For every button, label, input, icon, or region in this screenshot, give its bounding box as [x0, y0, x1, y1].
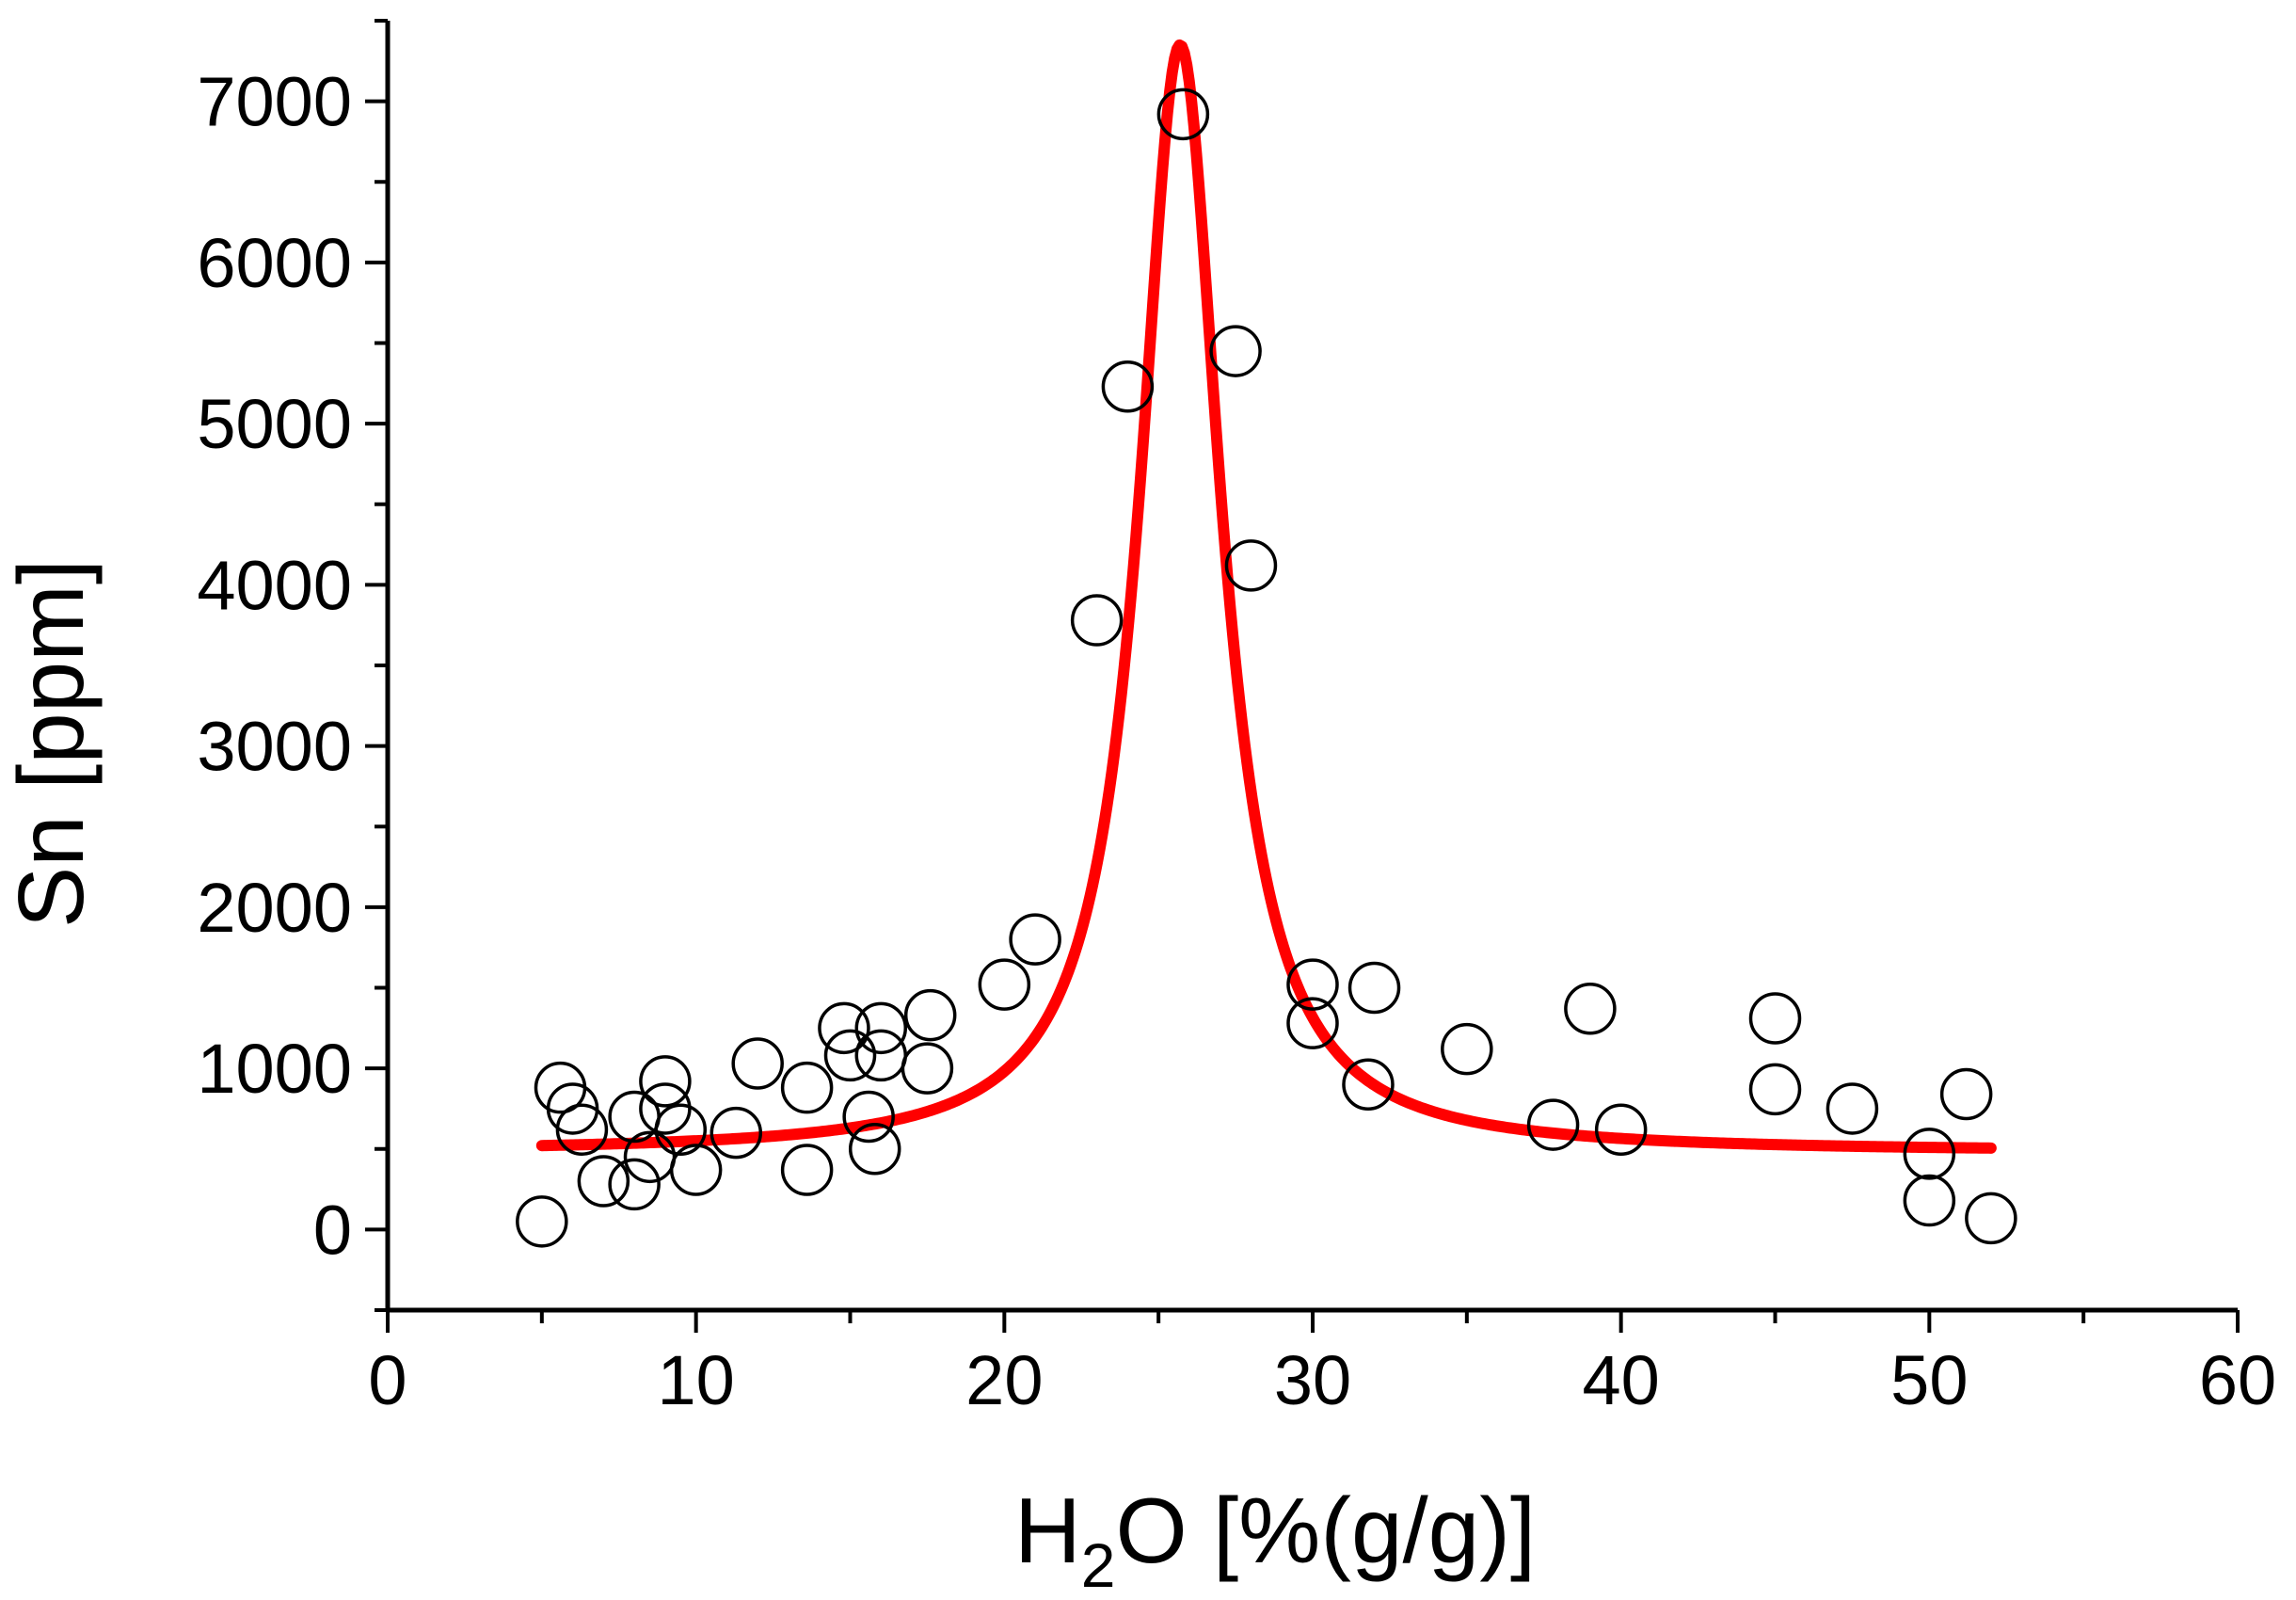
data-point [639, 1082, 692, 1135]
x-tick-label: 60 [2199, 1341, 2276, 1419]
data-point [842, 1090, 895, 1144]
y-tick-label: 1000 [197, 1030, 352, 1108]
x-tick-label: 10 [658, 1341, 735, 1419]
x-tick-label: 30 [1274, 1341, 1351, 1419]
points-layer [516, 88, 2017, 1248]
data-point [639, 1055, 692, 1108]
data-point [1156, 88, 1210, 141]
data-point [1748, 1063, 1802, 1116]
y-tick-label: 2000 [197, 869, 352, 947]
data-point [780, 1144, 834, 1196]
fit-curve [535, 39, 1997, 1154]
y-tick-label: 4000 [197, 546, 352, 624]
data-point [780, 1061, 834, 1114]
data-point [1965, 1192, 2017, 1245]
x-axis-title-rest: O [%(g/g)] [1116, 1479, 1537, 1582]
data-point [854, 1029, 908, 1082]
fit-layer [535, 39, 1997, 1154]
data-point [903, 988, 957, 1042]
x-axis-title-subscript: 2 [1081, 1530, 1116, 1600]
data-point [1286, 997, 1339, 1049]
x-tick-label: 0 [368, 1341, 407, 1419]
data-point [1347, 961, 1401, 1015]
data-point [731, 1037, 784, 1090]
data-point [1526, 1098, 1580, 1151]
data-point [1826, 1082, 1879, 1135]
data-point [608, 1158, 661, 1211]
x-axis-title: H2O [%(g/g)] [1014, 1479, 1536, 1600]
axes [365, 19, 2240, 1333]
data-point [818, 1001, 870, 1055]
y-tick-label: 7000 [197, 63, 352, 141]
data-point [854, 1001, 908, 1055]
data-point [710, 1106, 763, 1160]
x-tick-label: 40 [1583, 1341, 1660, 1419]
data-point [654, 1103, 708, 1156]
x-tick-label: 20 [965, 1341, 1043, 1419]
data-point [1903, 1128, 1956, 1180]
data-point [823, 1029, 877, 1082]
y-tick-label: 6000 [197, 224, 352, 302]
data-point [516, 1195, 568, 1248]
data-point [978, 958, 1031, 1011]
data-point [1101, 360, 1155, 413]
data-point [1342, 1058, 1395, 1111]
y-axis-title: Sn [ppm] [0, 559, 103, 928]
data-point [1594, 1103, 1648, 1156]
data-point [1070, 594, 1124, 647]
y-tick-label: 0 [313, 1191, 352, 1269]
data-point [1224, 539, 1278, 592]
data-point [1009, 913, 1061, 966]
data-point [1939, 1067, 1993, 1121]
data-point [577, 1155, 630, 1208]
data-point [1209, 325, 1262, 377]
labels-layer: 0 10 20 30 40 50 60 0 1000 2000 3000 4000 5000 6000 70… [197, 63, 2276, 1419]
data-point [1564, 983, 1617, 1035]
y-tick-label: 5000 [197, 385, 352, 463]
x-axis-title-main: H [1014, 1479, 1081, 1582]
data-point [1441, 1022, 1493, 1076]
data-point [848, 1123, 901, 1176]
x-tick-label: 50 [1890, 1341, 1968, 1419]
data-point [1286, 958, 1339, 1011]
data-point [901, 1042, 954, 1095]
data-point [555, 1103, 609, 1156]
data-point [1903, 1174, 1956, 1227]
data-point [1748, 992, 1802, 1045]
y-tick-label: 3000 [197, 708, 352, 786]
data-point [669, 1144, 723, 1196]
